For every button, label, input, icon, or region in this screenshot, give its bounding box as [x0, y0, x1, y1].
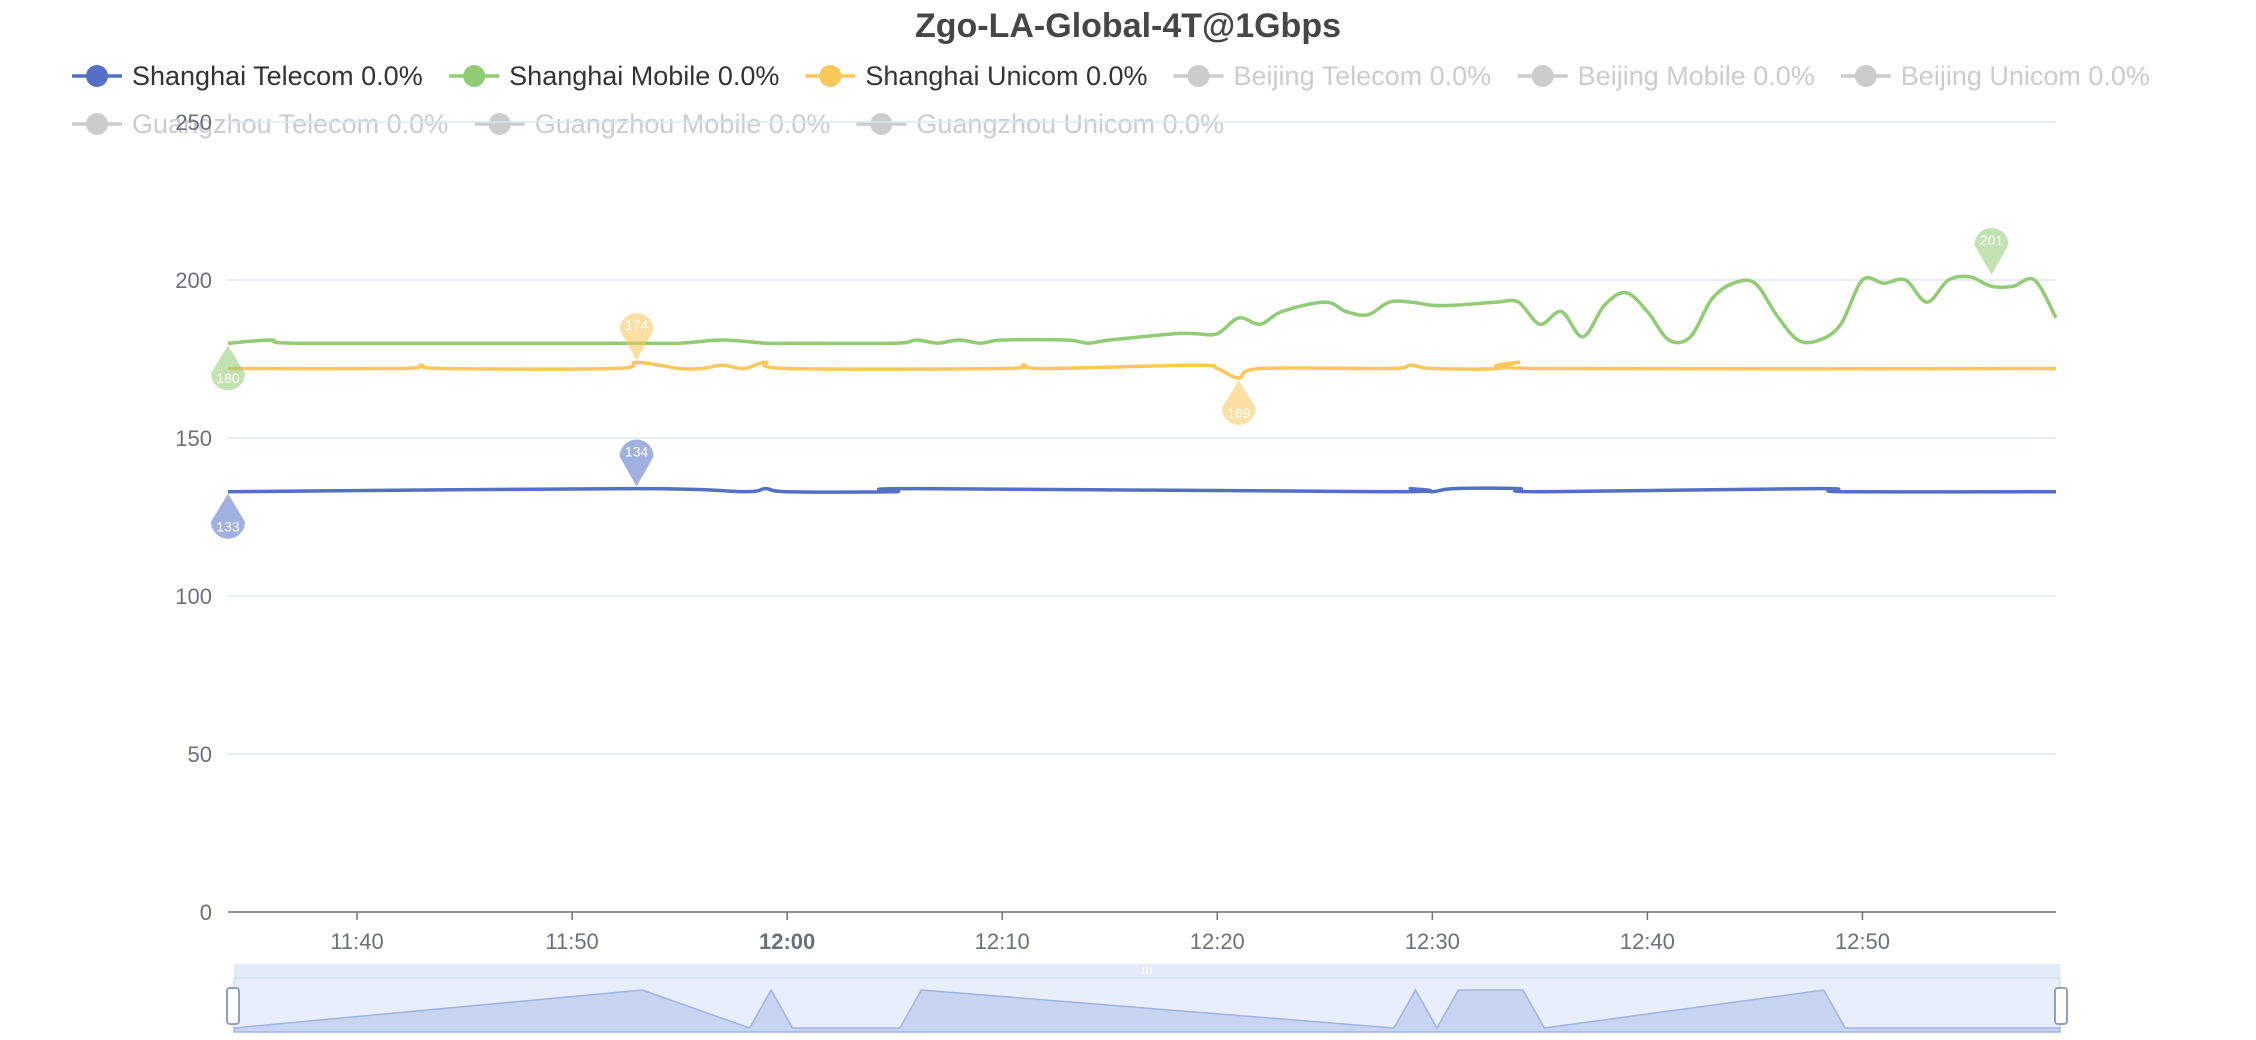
legend-label: Beijing Mobile 0.0% [1578, 61, 1815, 91]
x-tick-label: 12:50 [1835, 929, 1890, 954]
y-tick-label: 50 [188, 742, 212, 767]
legend-label: Guangzhou Telecom 0.0% [132, 109, 448, 139]
legend-item[interactable]: Guangzhou Unicom 0.0% [856, 109, 1224, 139]
data-zoom-slider[interactable] [226, 964, 2068, 1033]
legend-dot-icon [86, 65, 108, 87]
marker-pin: 174 [619, 313, 654, 361]
series-lines [227, 274, 2058, 494]
legend-item[interactable]: Beijing Unicom 0.0% [1840, 61, 2150, 91]
legend-dot-icon [488, 113, 511, 135]
marker-pin: 169 [1221, 379, 1256, 425]
marker-label: 201 [1980, 232, 2004, 248]
legend-item[interactable]: Shanghai Mobile 0.0% [449, 61, 779, 91]
legend-dot-icon [463, 65, 486, 87]
legend-item[interactable]: Guangzhou Telecom 0.0% [72, 109, 448, 139]
x-tick-label: 12:10 [975, 929, 1030, 954]
legend-item[interactable]: Guangzhou Mobile 0.0% [474, 109, 831, 139]
legend-item[interactable]: Shanghai Telecom 0.0% [72, 61, 423, 91]
x-tick-label: 11:50 [545, 929, 598, 954]
x-tick-label: 12:40 [1620, 929, 1675, 954]
y-tick-label: 200 [175, 268, 212, 293]
legend-label: Beijing Unicom 0.0% [1901, 61, 2150, 91]
zoom-handle-left[interactable] [226, 987, 240, 1025]
legend-dot-icon [1187, 65, 1210, 87]
zoom-preview-area [233, 988, 2061, 1033]
x-tick-label: 12:30 [1405, 929, 1460, 954]
legend-label: Beijing Telecom 0.0% [1234, 61, 1492, 91]
series-line-2 [227, 360, 2057, 380]
x-axis: 11:40 11:50 12:00 12:10 12:20 12:30 12:40 12:50 [228, 911, 2056, 954]
legend-item[interactable]: Beijing Mobile 0.0% [1517, 61, 1815, 91]
legend-label: Guangzhou Mobile 0.0% [535, 109, 831, 139]
marker-label: 134 [625, 444, 649, 460]
marker-label: 169 [1227, 405, 1251, 421]
legend-dot-icon [819, 65, 842, 87]
marker-pin: 134 [619, 439, 654, 487]
legend-dot-icon [1854, 65, 1877, 87]
marker-label: 133 [216, 519, 240, 535]
legend-dot-icon [1531, 65, 1554, 87]
series-line-1 [227, 274, 2058, 346]
legend-label: Shanghai Telecom 0.0% [132, 61, 423, 91]
legend-label: Shanghai Unicom 0.0% [865, 61, 1147, 91]
legend-label: Guangzhou Unicom 0.0% [916, 109, 1224, 139]
chart-title: Zgo-LA-Global-4T@1Gbps [915, 7, 1341, 45]
x-tick-label: 12:20 [1190, 929, 1245, 954]
zoom-handle-right[interactable] [2054, 987, 2068, 1025]
series-line-0 [227, 486, 2057, 494]
x-tick-label: 12:00 [759, 929, 815, 954]
markers: 133 134 180 201 174 169 [211, 227, 2009, 539]
y-tick-label: 100 [175, 584, 212, 609]
y-tick-label: 150 [175, 426, 212, 451]
marker-label: 180 [216, 370, 240, 386]
marker-pin: 201 [1974, 227, 2009, 275]
legend-item[interactable]: Beijing Telecom 0.0% [1173, 61, 1492, 91]
legend: Shanghai Telecom 0.0% Shanghai Mobile 0.0… [72, 61, 2150, 139]
legend-dot-icon [870, 113, 893, 135]
y-tick-label: 250 [175, 110, 212, 135]
marker-pin: 180 [211, 345, 245, 391]
y-axis: 0 50 100 150 200 250 [175, 110, 212, 925]
legend-label: Shanghai Mobile 0.0% [509, 61, 779, 91]
y-tick-label: 0 [200, 900, 212, 925]
grid-lines [228, 121, 2056, 755]
marker-label: 174 [625, 317, 649, 333]
marker-pin: 133 [211, 493, 245, 539]
legend-dot-icon [86, 113, 108, 135]
x-tick-label: 11:40 [330, 929, 383, 954]
legend-item[interactable]: Shanghai Unicom 0.0% [805, 61, 1148, 91]
